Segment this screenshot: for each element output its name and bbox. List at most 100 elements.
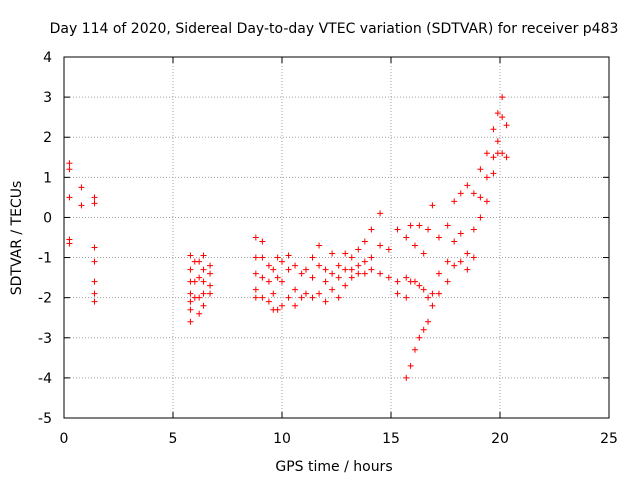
y-tick-label: -5	[38, 411, 52, 427]
data-point	[361, 238, 368, 245]
data-point	[435, 290, 442, 297]
data-point	[464, 266, 471, 273]
data-point	[270, 290, 277, 297]
data-point	[196, 258, 203, 265]
data-point	[252, 234, 259, 241]
data-point	[335, 294, 342, 301]
x-tick-label: 25	[600, 431, 618, 447]
data-point	[309, 254, 316, 261]
data-point	[435, 234, 442, 241]
data-point	[385, 274, 392, 281]
data-point	[420, 286, 427, 293]
y-tick-label: -1	[38, 251, 52, 267]
data-point	[368, 254, 375, 261]
y-tick-label: 4	[43, 50, 52, 66]
data-point	[416, 282, 423, 289]
data-point	[407, 222, 414, 229]
x-tick-label: 0	[60, 431, 69, 447]
data-point	[200, 266, 207, 273]
data-point	[66, 194, 73, 201]
data-point	[302, 266, 309, 273]
data-point	[411, 346, 418, 353]
data-point	[494, 110, 501, 117]
data-point	[425, 226, 432, 233]
data-point	[335, 262, 342, 269]
data-point	[407, 362, 414, 369]
data-point	[451, 238, 458, 245]
data-point	[499, 150, 506, 157]
data-point	[329, 270, 336, 277]
data-point	[309, 294, 316, 301]
data-point	[348, 254, 355, 261]
data-point	[207, 270, 214, 277]
data-point	[292, 286, 299, 293]
data-point	[279, 302, 285, 309]
data-point	[464, 250, 471, 257]
data-point	[416, 222, 423, 229]
data-point	[259, 274, 266, 281]
data-point	[477, 166, 484, 173]
data-point	[207, 282, 214, 289]
data-point	[200, 302, 207, 309]
data-point	[355, 246, 362, 253]
data-point	[377, 210, 384, 217]
data-point	[252, 294, 259, 301]
data-point	[457, 230, 464, 237]
data-point	[411, 278, 418, 285]
data-point	[457, 258, 464, 265]
data-point	[429, 302, 436, 309]
data-point	[196, 274, 203, 281]
data-point	[429, 202, 436, 209]
axis-ticks: 0 5 10 15 20 25 -5 -4 -3 -2 -1 0 1 2 3 4	[38, 50, 618, 447]
data-point	[499, 114, 506, 121]
data-point	[403, 374, 410, 381]
data-point	[377, 242, 384, 249]
data-point	[285, 252, 292, 259]
data-point	[91, 290, 98, 297]
data-point	[187, 290, 194, 297]
grid	[64, 57, 609, 418]
data-point	[322, 266, 329, 273]
x-tick-label: 5	[169, 431, 178, 447]
y-tick-label: 2	[43, 130, 52, 146]
data-point	[361, 270, 368, 277]
data-point	[66, 240, 73, 247]
data-point	[429, 290, 436, 297]
y-tick-label: -3	[38, 331, 52, 347]
y-tick-label: 1	[43, 170, 52, 186]
data-point	[403, 294, 410, 301]
data-point	[420, 250, 427, 257]
data-point	[91, 194, 98, 201]
plot-frame	[63, 56, 610, 419]
data-point	[490, 154, 497, 161]
data-point	[322, 278, 329, 285]
data-point	[187, 318, 194, 325]
data-point	[329, 286, 336, 293]
data-point	[451, 198, 458, 205]
data-point	[298, 294, 305, 301]
x-tick-label: 15	[382, 431, 400, 447]
data-point	[265, 262, 272, 269]
data-point	[483, 198, 490, 205]
data-point	[451, 262, 458, 269]
data-point	[285, 294, 292, 301]
data-point	[394, 290, 401, 297]
data-point	[191, 278, 198, 285]
data-point	[403, 234, 410, 241]
data-point	[187, 306, 194, 313]
data-point	[494, 138, 501, 145]
data-point	[444, 222, 451, 229]
data-point	[207, 262, 214, 269]
data-point	[329, 250, 336, 257]
data-point	[483, 174, 490, 181]
data-point	[196, 310, 203, 317]
data-point	[470, 190, 477, 197]
data-point	[503, 154, 510, 161]
data-point	[444, 278, 451, 285]
data-point	[196, 294, 203, 301]
x-tick-label: 10	[273, 431, 291, 447]
data-point	[200, 290, 207, 297]
data-point	[368, 266, 375, 273]
data-point	[200, 278, 207, 285]
data-point	[394, 226, 401, 233]
